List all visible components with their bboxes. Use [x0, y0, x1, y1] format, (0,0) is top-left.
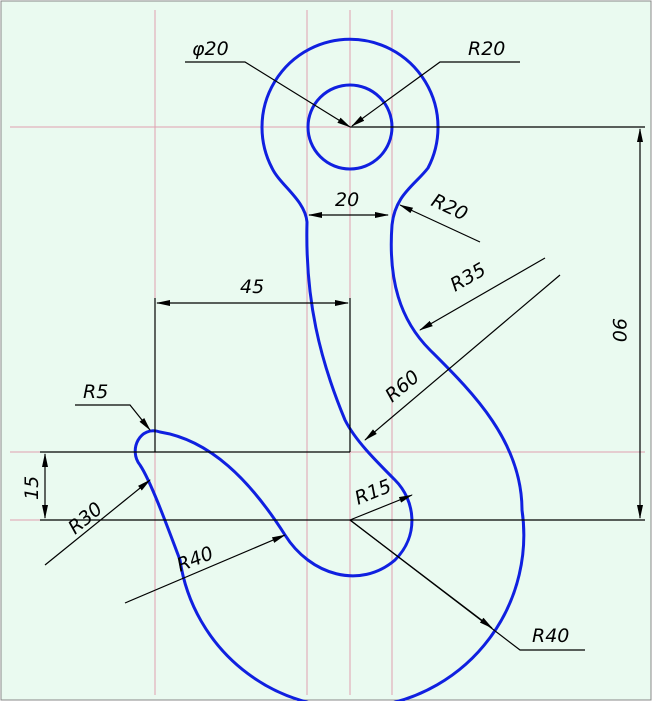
dim-label: R5 — [83, 381, 108, 403]
dim-label: 90 — [608, 318, 630, 342]
dim-label: 15 — [21, 476, 43, 500]
labels: φ20 R20 20 R20 R35 45 90 R5 R60 15 R30 R… — [21, 38, 630, 647]
dim-label: R40 — [532, 625, 569, 647]
dim-label: R20 — [468, 38, 505, 60]
dim-label: 20 — [335, 189, 359, 211]
dim-label: 45 — [240, 276, 264, 298]
dim-label: φ20 — [192, 38, 229, 60]
dimension-lines — [40, 61, 645, 651]
